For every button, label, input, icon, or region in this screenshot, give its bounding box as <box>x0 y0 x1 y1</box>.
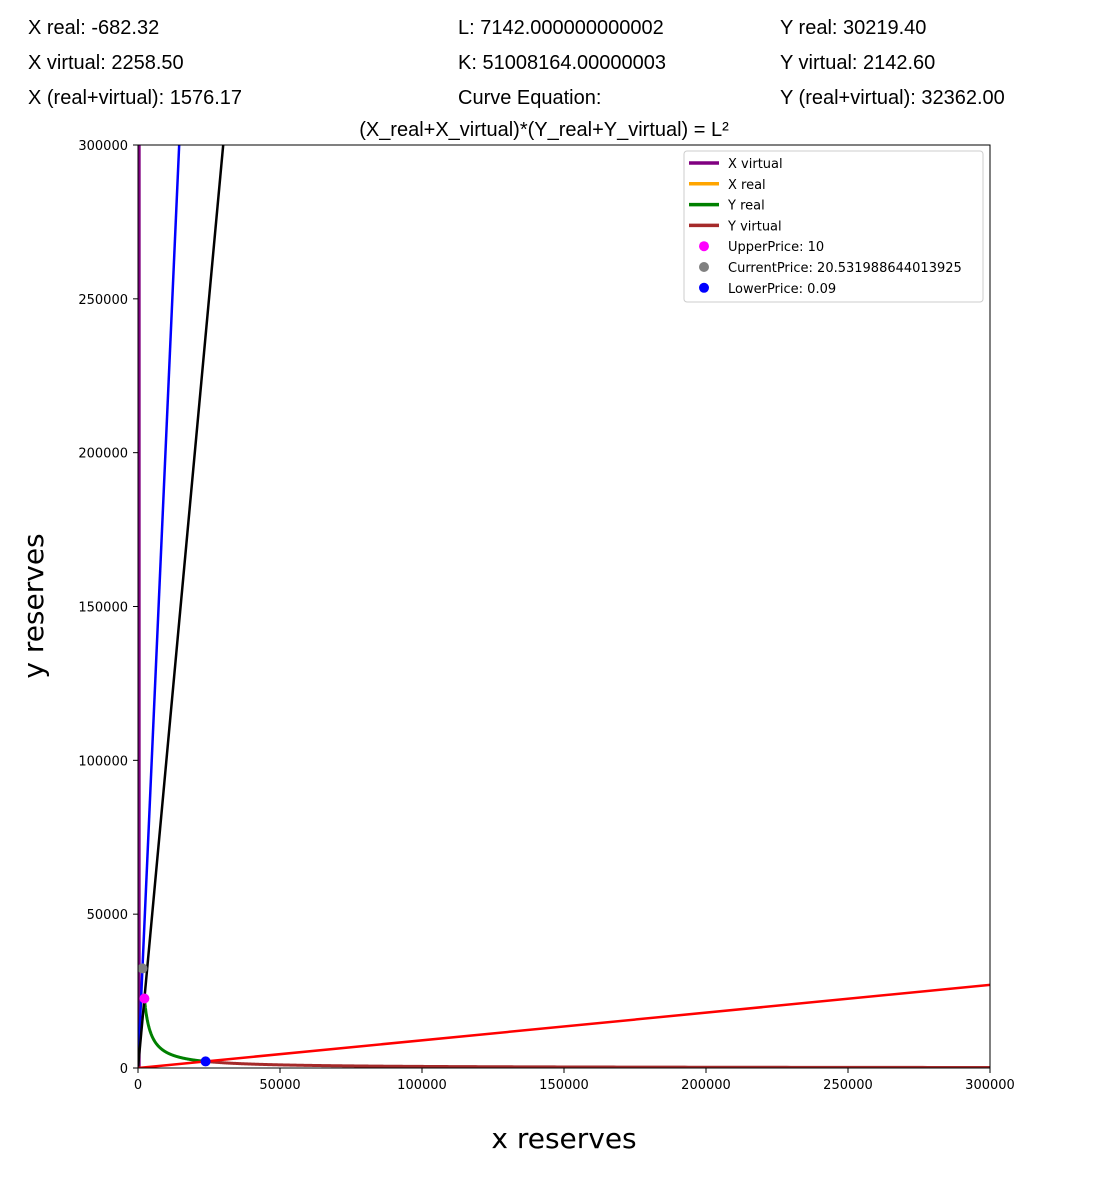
y-virtual-value: Y virtual: 2142.60 <box>780 52 936 74</box>
chart-title: (X_real+X_virtual)*(Y_real+Y_virtual) = … <box>359 119 729 141</box>
legend-label: UpperPrice: 10 <box>728 240 824 255</box>
y-tick-label: 150000 <box>78 601 128 616</box>
y-tick-label: 0 <box>120 1062 128 1077</box>
x-tick-label: 0 <box>134 1078 142 1093</box>
x-axis-label: x reserves <box>491 1122 636 1155</box>
y-tick-label: 200000 <box>78 447 128 462</box>
legend-label: Y real <box>727 199 765 214</box>
y-tick-label: 250000 <box>78 293 128 308</box>
x-tick-label: 300000 <box>965 1078 1015 1093</box>
price-marker-0 <box>139 993 150 1004</box>
series-line-ref-5 <box>138 145 225 1068</box>
x-tick-label: 100000 <box>397 1078 447 1093</box>
legend-marker <box>699 262 709 272</box>
legend: X virtual X real Y real Y virtual UpperPrice… <box>683 150 984 303</box>
x-tick-label: 150000 <box>539 1078 589 1093</box>
legend-label: LowerPrice: 0.09 <box>728 282 836 297</box>
curve-equation-label: Curve Equation: <box>458 87 602 109</box>
legend-label: Y virtual <box>727 219 782 234</box>
y-tick-label: 50000 <box>87 908 128 923</box>
legend-label: CurrentPrice: 20.531988644013925 <box>728 261 962 276</box>
series-line-ref-4 <box>138 145 181 1068</box>
l-value: L: 7142.000000000002 <box>458 17 664 39</box>
x-tick-label: 200000 <box>681 1078 731 1093</box>
x-virtual-value: X virtual: 2258.50 <box>28 52 184 74</box>
legend-marker <box>699 241 709 252</box>
price-marker-1 <box>138 963 148 974</box>
y-axis-label: y reserves <box>17 533 50 678</box>
y-total-value: Y (real+virtual): 32362.00 <box>780 87 1005 109</box>
series-group <box>138 145 990 1068</box>
x-tick-label: 50000 <box>259 1078 300 1093</box>
x-real-value: X real: -682.32 <box>28 17 160 39</box>
y-real-value: Y real: 30219.40 <box>780 17 927 39</box>
y-tick-label: 100000 <box>78 754 128 769</box>
x-tick-label: 250000 <box>823 1078 873 1093</box>
legend-box <box>683 150 984 303</box>
legend-label: X real <box>728 178 766 193</box>
x-total-value: X (real+virtual): 1576.17 <box>28 87 243 109</box>
price-marker-2 <box>200 1056 211 1067</box>
plot-area: 0 50000 100000 150000 200000 250000 300000 0 500… <box>78 139 1014 1093</box>
y-tick-label: 300000 <box>78 139 128 154</box>
legend-marker <box>699 282 709 293</box>
series-line-y-virtual <box>205 1059 990 1068</box>
series-line-y-real <box>142 998 206 1063</box>
series-line-ref-6 <box>138 983 990 1068</box>
legend-label: X virtual <box>728 157 783 172</box>
k-value: K: 51008164.00000003 <box>458 52 666 74</box>
